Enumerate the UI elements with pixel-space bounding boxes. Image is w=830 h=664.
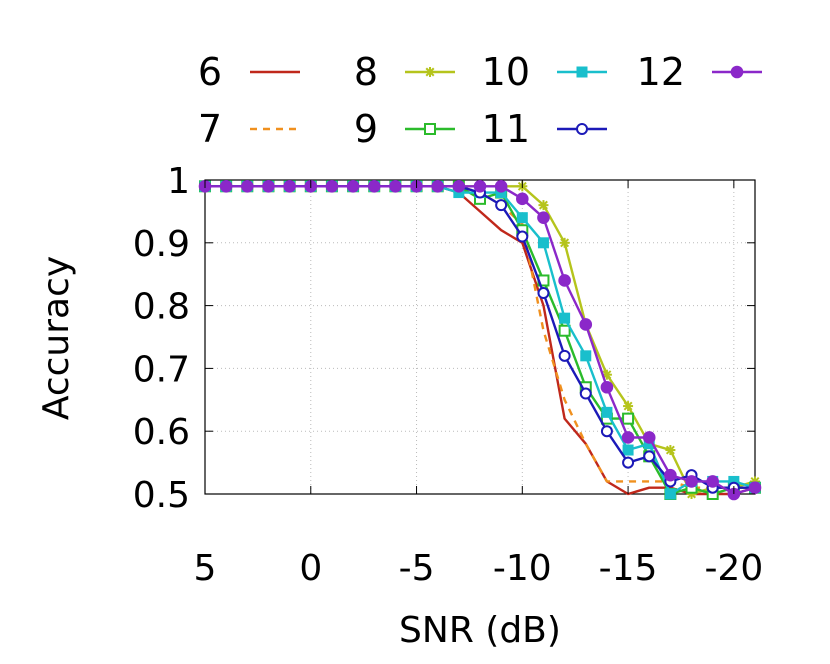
series-11-point bbox=[558, 349, 571, 362]
series-10-point bbox=[622, 444, 634, 456]
series-12 bbox=[198, 179, 762, 501]
tick-labels: 0.5 0.6 0.7 0.8 0.9 1 5 0 -5 -10 -15 -20 bbox=[133, 161, 764, 589]
y-tick-label: 0.8 bbox=[133, 287, 190, 328]
legend-marker bbox=[576, 66, 588, 78]
y-tick-label: 0.9 bbox=[133, 224, 190, 265]
series-12-point bbox=[664, 468, 677, 482]
legend-marker bbox=[730, 65, 744, 79]
series-9-point bbox=[558, 324, 571, 337]
series-8-point bbox=[559, 237, 570, 248]
series-10-point bbox=[537, 237, 549, 249]
series-11 bbox=[199, 180, 761, 494]
legend-item-11: 11 bbox=[482, 107, 607, 151]
series-12-point bbox=[621, 431, 635, 444]
x-tick-label: -10 bbox=[493, 548, 552, 589]
series-12-point bbox=[431, 179, 444, 193]
series-11-point bbox=[537, 287, 550, 300]
series-12-point bbox=[558, 274, 571, 287]
legend-item-10: 10 bbox=[482, 50, 607, 94]
y-tick-label: 1 bbox=[167, 161, 190, 202]
legend-item-12: 12 bbox=[637, 50, 762, 94]
series-12-point bbox=[346, 179, 360, 193]
series-9 bbox=[199, 180, 761, 500]
x-tick-label: 0 bbox=[299, 548, 322, 589]
series-11-point bbox=[516, 230, 529, 243]
series-9-point bbox=[622, 412, 635, 425]
legend-label: 8 bbox=[354, 50, 378, 94]
series-8 bbox=[200, 181, 760, 499]
legend-label: 12 bbox=[637, 50, 685, 94]
series-12-point bbox=[367, 179, 381, 193]
series-12-point bbox=[473, 179, 487, 193]
x-tick-label: -15 bbox=[599, 548, 658, 589]
series-10-point bbox=[559, 312, 571, 324]
legend-label: 11 bbox=[482, 107, 530, 151]
series-11-point bbox=[495, 199, 508, 212]
x-tick-label: -5 bbox=[399, 548, 435, 589]
x-tick-label: 5 bbox=[194, 548, 217, 589]
y-tick-label: 0.7 bbox=[133, 349, 190, 390]
series-10-point bbox=[664, 488, 676, 500]
series-8-point bbox=[538, 200, 549, 211]
series-12-point bbox=[516, 192, 529, 206]
legend-marker bbox=[425, 67, 435, 77]
legend-marker bbox=[424, 123, 436, 135]
legend-item-9: 9 bbox=[354, 107, 455, 151]
series-10-point bbox=[516, 212, 528, 224]
y-tick-label: 0.6 bbox=[133, 412, 190, 453]
series-12-point bbox=[537, 211, 550, 224]
y-tick-label: 0.5 bbox=[133, 475, 190, 516]
series-12-point bbox=[579, 318, 593, 331]
series-8-point bbox=[665, 445, 676, 456]
series-12-point bbox=[685, 475, 698, 488]
series-11-point bbox=[643, 450, 656, 463]
series-12-point bbox=[494, 179, 508, 193]
legend-label: 9 bbox=[354, 107, 378, 151]
series-7-line bbox=[205, 185, 755, 489]
series-12-point bbox=[389, 179, 402, 193]
legend-item-8: 8 bbox=[354, 50, 455, 94]
legend-marker bbox=[576, 123, 588, 135]
series-10-point bbox=[580, 350, 592, 362]
legend-label: 10 bbox=[482, 50, 530, 94]
series-11-point bbox=[579, 387, 592, 400]
x-axis-title: SNR (dB) bbox=[399, 610, 561, 651]
x-tick-label: -20 bbox=[704, 548, 763, 589]
series-7 bbox=[205, 185, 755, 489]
y-axis-title: Accuracy bbox=[36, 256, 77, 420]
series-10-point bbox=[601, 406, 613, 418]
series-12-point bbox=[262, 179, 275, 193]
series-layer bbox=[198, 179, 762, 501]
series-12-point bbox=[219, 179, 233, 193]
series-10 bbox=[199, 180, 761, 500]
series-12-point bbox=[325, 179, 339, 193]
series-12-point bbox=[642, 431, 656, 444]
legend-label: 6 bbox=[198, 50, 222, 94]
series-12-point bbox=[600, 380, 614, 394]
series-8-point bbox=[623, 401, 634, 412]
series-12-point bbox=[748, 481, 762, 495]
series-12-point bbox=[241, 179, 254, 193]
legend-label: 7 bbox=[198, 107, 222, 151]
legend: 6 7 8 9 10 11 12 bbox=[198, 50, 762, 151]
series-12-point bbox=[452, 179, 466, 193]
series-11-point bbox=[622, 456, 635, 469]
legend-item-7: 7 bbox=[198, 107, 300, 151]
legend-item-6: 6 bbox=[198, 50, 300, 94]
series-12-point bbox=[706, 475, 719, 488]
series-12-point bbox=[283, 179, 296, 193]
series-11-point bbox=[600, 425, 613, 438]
series-11-line bbox=[205, 185, 755, 489]
